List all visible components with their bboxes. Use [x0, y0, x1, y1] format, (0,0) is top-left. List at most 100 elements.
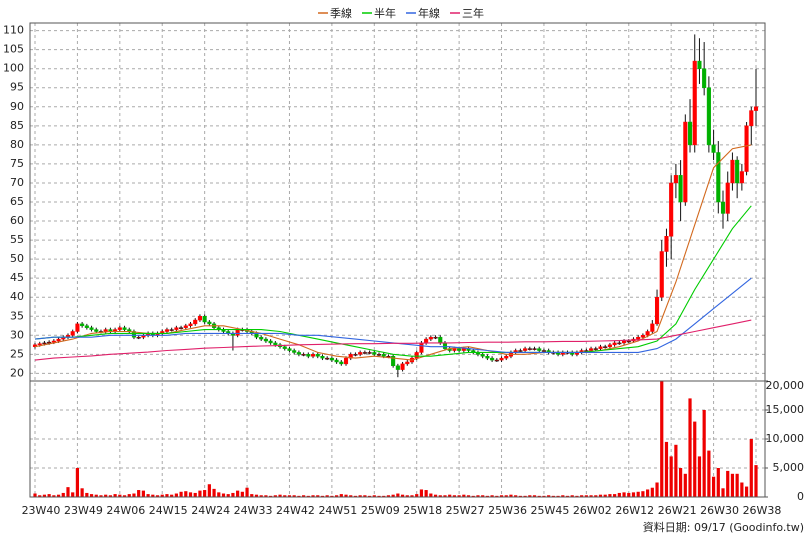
marks [32, 34, 759, 497]
candle-body [193, 319, 198, 325]
candle-body [664, 236, 669, 252]
volume-bar [641, 491, 645, 497]
candle-body [532, 348, 537, 350]
candle-body [527, 348, 532, 350]
candle-body [273, 342, 278, 346]
volume-bar [382, 495, 386, 497]
volume-bar [664, 441, 669, 497]
volume-bar [754, 465, 758, 497]
legend-label: 季線 [330, 6, 352, 20]
y-tick-label: 25 [10, 347, 24, 360]
volume-bar [589, 495, 593, 497]
candle-body [117, 327, 122, 330]
candle-body [523, 348, 528, 351]
candle-body [89, 327, 94, 330]
volume-bar [594, 495, 598, 497]
y-tick-label: 50 [10, 252, 24, 265]
candle-body [292, 350, 297, 353]
ma-line [34, 319, 752, 361]
candle-body [329, 357, 334, 361]
y-tick-label: 85 [10, 119, 24, 132]
volume-bar [485, 495, 489, 497]
volume-bar [349, 495, 353, 497]
volume-bar [292, 495, 296, 497]
y-tick-label: 110 [3, 24, 24, 37]
y-tick-label: 40 [10, 290, 24, 303]
candle-body [678, 175, 683, 203]
y2-tick-label: 10,000 [766, 432, 805, 445]
volume-bar [721, 488, 725, 497]
candle-body [669, 182, 674, 237]
volume-bar [193, 492, 197, 497]
candle-body [452, 348, 457, 351]
volume-bar [269, 495, 273, 497]
volume-bar [245, 487, 249, 497]
candle-body [607, 344, 612, 347]
candle-body [659, 251, 664, 298]
y-tick-label: 45 [10, 271, 24, 284]
volume-bar [693, 421, 697, 497]
volume-bar [655, 482, 659, 497]
volume-bar [367, 495, 372, 497]
y2-tick-label: 0 [797, 490, 804, 503]
volume-bar [203, 490, 207, 497]
y-tick-label: 55 [10, 233, 24, 246]
volume-bar [316, 495, 320, 497]
candle-body [428, 336, 433, 340]
y-tick-label: 90 [10, 100, 24, 113]
volume-bar [438, 495, 442, 497]
volume-bar [236, 490, 240, 497]
x-tick-label: 26W12 [615, 504, 654, 517]
candle-body [343, 357, 349, 365]
volume-bar [603, 494, 607, 497]
volume-bar [726, 470, 730, 497]
candle-body [702, 68, 707, 88]
candle-body [645, 331, 650, 336]
candle-body [405, 361, 410, 365]
volume-bar [165, 494, 169, 497]
volume-bar [334, 495, 339, 497]
volume-bar [344, 494, 348, 497]
volume-bar [631, 492, 636, 497]
x-tick-label: 24W42 [276, 504, 315, 517]
y-tick-label: 70 [10, 176, 24, 189]
candle-body [442, 342, 448, 349]
volume-bar [353, 495, 358, 497]
volume-bar [132, 493, 136, 497]
candle-body [725, 182, 730, 214]
volume-bar [47, 494, 51, 497]
candle-body [325, 357, 330, 360]
volume-bar [730, 473, 735, 497]
volume-bar [523, 495, 527, 497]
volume-bar [207, 484, 211, 497]
candle-body [207, 321, 212, 325]
candle-body [753, 106, 759, 111]
volume-bar [188, 492, 193, 497]
volume-bar [490, 495, 494, 497]
volume-bar [56, 494, 61, 497]
candle-body [626, 340, 631, 343]
volume-bar [85, 492, 89, 497]
volume-bar [137, 490, 141, 497]
candle-body [70, 331, 75, 336]
volume-bar [33, 493, 37, 497]
candle-body [485, 355, 490, 359]
volume-bar [556, 495, 560, 497]
candle-body [169, 329, 174, 331]
candle-body [636, 336, 641, 340]
volume-bar [330, 495, 334, 497]
y-tick-label: 30 [10, 328, 24, 341]
volume-bar [377, 495, 381, 497]
y2-tick-label: 5,000 [773, 461, 805, 474]
candle-body [391, 355, 396, 367]
candle-body [282, 346, 287, 349]
y-tick-label: 95 [10, 81, 24, 94]
volume-bar [410, 495, 414, 497]
volume-bar [339, 494, 343, 497]
volume-bar [697, 456, 702, 497]
candle-body [400, 363, 405, 370]
candle-body [433, 336, 438, 339]
plot-border [29, 22, 766, 498]
candle-body [424, 338, 429, 344]
candle-body [268, 340, 273, 344]
